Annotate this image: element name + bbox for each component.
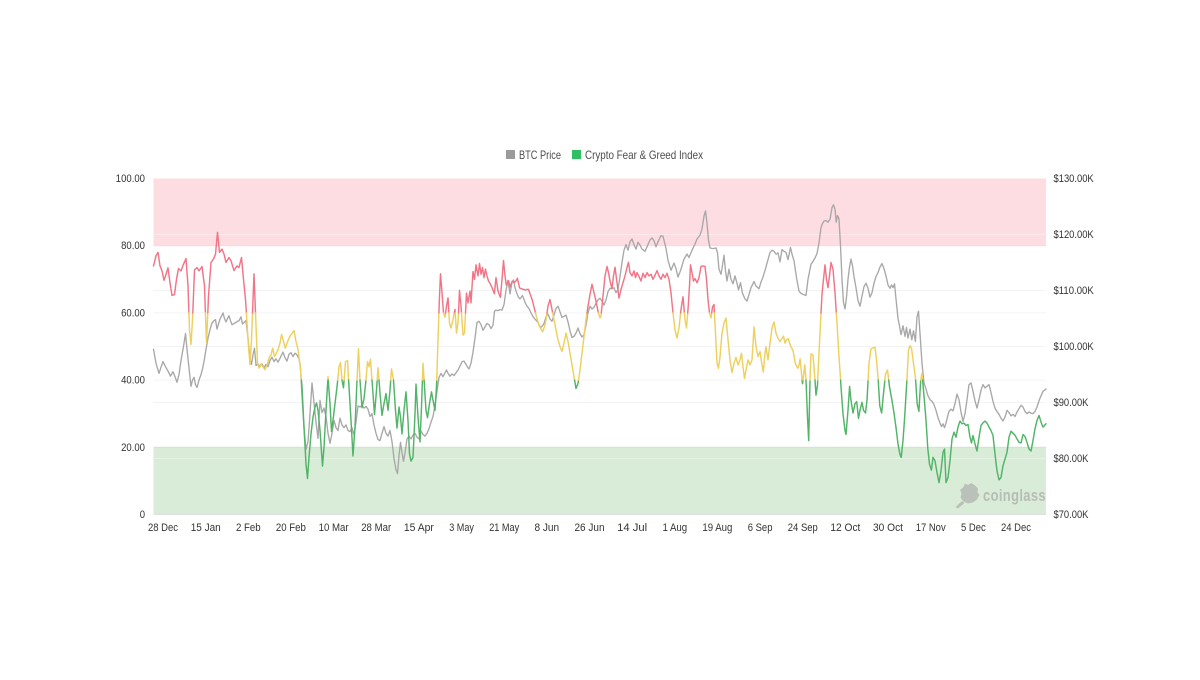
svg-text:$120.00K: $120.00K xyxy=(1054,229,1095,241)
svg-text:0: 0 xyxy=(140,509,145,521)
svg-text:24 Sep: 24 Sep xyxy=(788,522,818,534)
svg-text:2 Feb: 2 Feb xyxy=(236,522,261,534)
svg-text:Crypto Fear & Greed Index: Crypto Fear & Greed Index xyxy=(585,148,703,162)
svg-text:15 Jan: 15 Jan xyxy=(191,522,221,534)
svg-text:15 Apr: 15 Apr xyxy=(404,522,434,534)
svg-text:28 Mar: 28 Mar xyxy=(361,522,391,534)
svg-text:14 Jul: 14 Jul xyxy=(617,522,647,534)
svg-text:coinglass: coinglass xyxy=(983,486,1046,505)
svg-text:3 May: 3 May xyxy=(449,522,474,534)
svg-text:$80.00K: $80.00K xyxy=(1054,453,1089,465)
svg-text:12 Oct: 12 Oct xyxy=(830,522,860,534)
svg-text:$90.00K: $90.00K xyxy=(1054,397,1089,409)
svg-text:80.00: 80.00 xyxy=(121,240,145,252)
svg-text:$110.00K: $110.00K xyxy=(1054,285,1095,297)
svg-text:28 Dec: 28 Dec xyxy=(148,522,178,534)
svg-text:21 May: 21 May xyxy=(489,522,519,534)
svg-text:20.00: 20.00 xyxy=(121,442,145,454)
svg-text:30 Oct: 30 Oct xyxy=(873,522,903,534)
svg-text:6 Sep: 6 Sep xyxy=(748,522,773,534)
svg-text:$100.00K: $100.00K xyxy=(1054,341,1095,353)
svg-text:24 Dec: 24 Dec xyxy=(1001,522,1031,534)
svg-text:19 Aug: 19 Aug xyxy=(702,522,732,534)
svg-text:20 Feb: 20 Feb xyxy=(276,522,306,534)
svg-text:60.00: 60.00 xyxy=(121,307,145,319)
svg-text:5 Dec: 5 Dec xyxy=(961,522,986,534)
svg-text:1 Aug: 1 Aug xyxy=(662,522,687,534)
svg-text:BTC Price: BTC Price xyxy=(519,148,561,162)
svg-text:$70.00K: $70.00K xyxy=(1054,509,1089,521)
svg-text:$130.00K: $130.00K xyxy=(1054,173,1095,185)
svg-text:40.00: 40.00 xyxy=(121,375,145,387)
svg-text:17 Nov: 17 Nov xyxy=(916,522,946,534)
svg-text:8 Jun: 8 Jun xyxy=(534,522,559,534)
svg-text:100.00: 100.00 xyxy=(116,173,145,185)
svg-text:10 Mar: 10 Mar xyxy=(319,522,349,534)
svg-text:26 Jun: 26 Jun xyxy=(575,522,605,534)
